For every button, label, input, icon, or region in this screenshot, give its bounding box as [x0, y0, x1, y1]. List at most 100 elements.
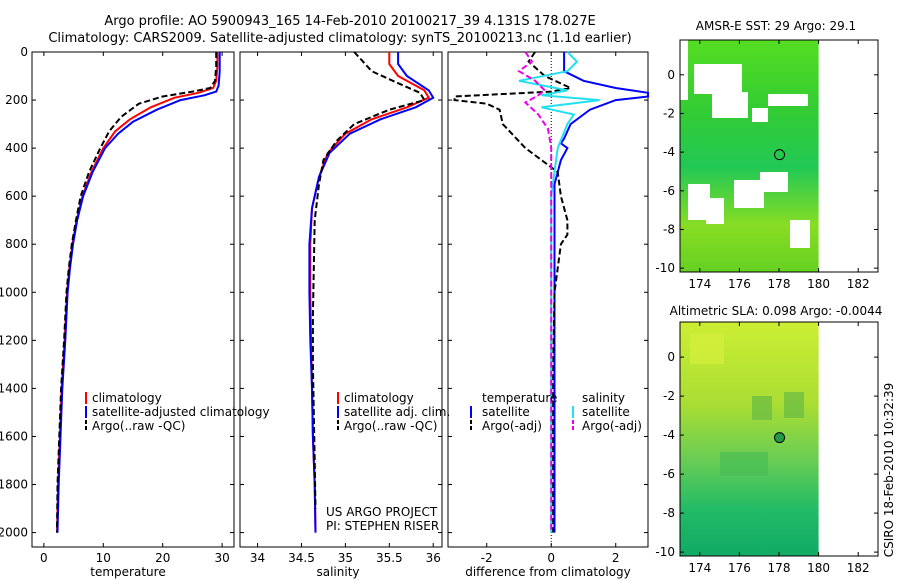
map-y-tick-label: -2 [663, 389, 675, 403]
legend-sal-argo-label: Argo(..raw -QC) [344, 419, 437, 433]
x-tick-label: 0 [547, 551, 555, 565]
difference-plot-frame [447, 51, 649, 548]
map-x-tick-label: 180 [807, 277, 830, 291]
sst-missing-patch [752, 108, 768, 122]
legend-diff-sal-argo-label: Argo(-adj) [582, 419, 642, 433]
temperature-legend: climatology satellite-adjusted climatolo… [85, 391, 270, 433]
x-tick-label: 10 [96, 551, 111, 565]
series-line-salinity-argo [517, 51, 553, 533]
temperature-plot-frame [31, 51, 235, 548]
y-tick-label: 1200 [0, 333, 28, 347]
map-x-tick-label: 178 [768, 561, 791, 575]
y-tick-label: 1800 [0, 478, 28, 492]
y-tick-label: 800 [5, 237, 28, 251]
series-line-argo [311, 51, 426, 509]
timestamp-label: CSIRO 18-Feb-2010 10:32:39 [882, 383, 896, 558]
sst-missing-patch [734, 180, 764, 208]
sst-missing-patch [706, 198, 724, 224]
sst-map-frame [679, 39, 879, 273]
sst-map-panel: AMSR-E SST: 29 Argo: 29.1 174 176 178 180 18… [655, 19, 879, 291]
salinity-axis-label: salinity [316, 565, 359, 579]
x-tick-label: 35.5 [376, 551, 403, 565]
sla-map-title: Altimetric SLA: 0.098 Argo: -0.0044 [670, 304, 883, 318]
series-line-temperature-argo [453, 51, 574, 533]
y-tick-label: 1400 [0, 381, 28, 395]
salinity-plot-frame [239, 51, 443, 548]
sst-missing-data [680, 40, 810, 248]
x-tick-label: 2 [612, 551, 620, 565]
map-y-tick-label: -4 [663, 145, 675, 159]
pi-label: PI: STEPHEN RISER [326, 519, 439, 533]
series-line-argo [56, 52, 218, 533]
x-tick-label: 0 [40, 551, 48, 565]
legend-salinity-heading: salinity [582, 391, 625, 405]
map-x-tick-label: 182 [847, 561, 870, 575]
difference-axis-label: difference from climatology [465, 565, 631, 579]
sst-missing-patch [760, 172, 788, 192]
sst-missing-patch [712, 92, 748, 118]
map-y-tick-label: -4 [663, 428, 675, 442]
difference-panel: -2 0 2 difference from climatology tempera… [447, 51, 649, 579]
title-line-1: Argo profile: AO 5900943_165 14-Feb-2010… [104, 14, 595, 29]
sst-missing-patch [790, 220, 810, 248]
temperature-axis-label: temperature [90, 565, 165, 579]
sla-patch [720, 452, 768, 476]
sst-map-title: AMSR-E SST: 29 Argo: 29.1 [696, 19, 856, 33]
map-y-tick-label: -8 [663, 506, 675, 520]
sla-patch [752, 396, 772, 420]
map-y-tick-label: -8 [663, 222, 675, 236]
series-line-satellite [308, 52, 435, 533]
sla-texture [690, 334, 804, 476]
legend-satellite-label: satellite-adjusted climatology [92, 405, 270, 419]
difference-legend: temperature satellite Argo(-adj) salinit… [470, 391, 642, 433]
x-tick-label: 34 [250, 551, 265, 565]
map-y-tick-label: -10 [655, 261, 675, 275]
legend-argo-label: Argo(..raw -QC) [92, 419, 185, 433]
legend-diff-temp-argo-label: Argo(-adj) [482, 419, 542, 433]
map-x-tick-label: 176 [728, 561, 751, 575]
x-tick-label: 34.5 [288, 551, 315, 565]
x-tick-label: 35 [338, 551, 353, 565]
map-x-tick-label: 178 [768, 277, 791, 291]
sla-patch [784, 392, 804, 418]
legend-climatology-label: climatology [92, 391, 162, 405]
series-line-salinity-satellite [518, 51, 600, 533]
map-y-tick-label: -10 [655, 545, 675, 559]
legend-temperature-heading: temperature [482, 391, 557, 405]
sla-float-marker [774, 432, 786, 444]
map-y-tick-label: -6 [663, 467, 675, 481]
legend-diff-sal-satellite-label: satellite [582, 405, 630, 419]
x-tick-label: 20 [155, 551, 170, 565]
project-label: US ARGO PROJECT [326, 505, 438, 519]
map-y-tick-label: 0 [667, 350, 675, 364]
sst-float-marker [774, 149, 786, 161]
temperature-panel: 0 10 20 30 0 200 400 600 800 1000 1200 1400 1600 1800… [0, 45, 270, 579]
map-x-tick-label: 174 [688, 561, 711, 575]
map-x-tick-label: 176 [728, 277, 751, 291]
sla-map-panel: Altimetric SLA: 0.098 Argo: -0.0044 174 1… [655, 304, 882, 575]
x-tick-label: 30 [214, 551, 229, 565]
map-y-tick-label: -2 [663, 106, 675, 120]
map-x-tick-label: 174 [688, 277, 711, 291]
sst-missing-patch [694, 64, 742, 94]
series-line-satellite [56, 52, 221, 533]
title-line-2: Climatology: CARS2009. Satellite-adjuste… [48, 31, 631, 46]
y-tick-label: 1000 [0, 285, 28, 299]
y-tick-label: 200 [5, 93, 28, 107]
sst-missing-patch [768, 94, 808, 106]
y-tick-label: 0 [20, 45, 28, 59]
series-line-temperature-satellite [553, 52, 649, 533]
map-y-tick-label: 0 [667, 68, 675, 82]
legend-sal-satellite-label: satellite adj. clim. [344, 405, 450, 419]
legend-diff-temp-satellite-label: satellite [482, 405, 530, 419]
map-x-tick-label: 182 [847, 277, 870, 291]
salinity-panel: 34 34.5 35 35.5 36 salinity climatology sate… [239, 51, 450, 579]
sla-patch [690, 334, 724, 364]
x-tick-label: 36 [426, 551, 441, 565]
sst-missing-patch [688, 184, 710, 220]
map-x-tick-label: 180 [807, 561, 830, 575]
series-line-climatology [56, 52, 219, 533]
y-tick-label: 1600 [0, 429, 28, 443]
y-tick-label: 2000 [0, 526, 28, 540]
